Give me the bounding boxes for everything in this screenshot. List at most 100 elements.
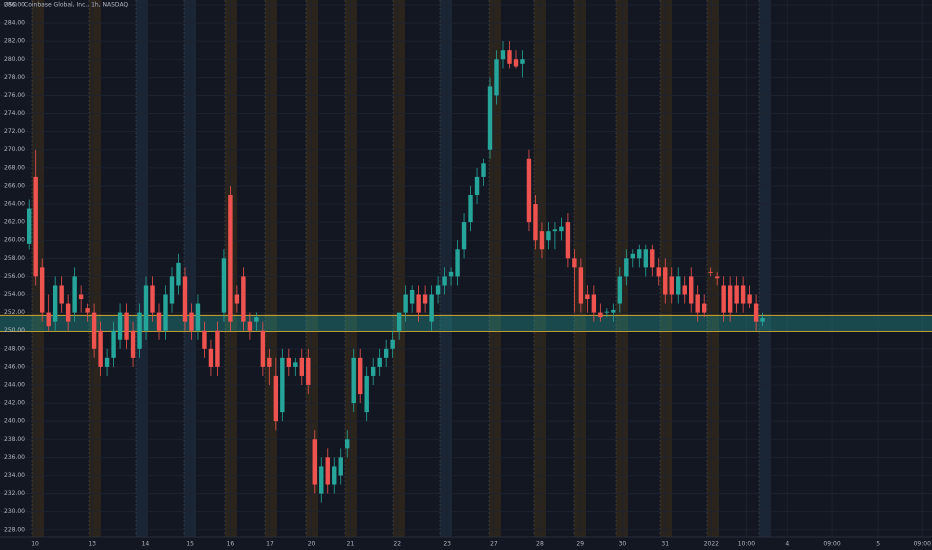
candle-body xyxy=(345,439,350,449)
candle-body xyxy=(351,357,356,404)
candle-body xyxy=(572,258,577,268)
y-tick-label: 264.00 xyxy=(4,201,25,208)
candle-body xyxy=(182,276,188,322)
candle-body xyxy=(286,357,292,367)
x-tick-label: 14 xyxy=(142,541,150,548)
candle-body xyxy=(390,339,395,349)
candle-body xyxy=(358,357,363,395)
candle-body xyxy=(630,253,635,259)
candle-body xyxy=(435,285,441,295)
candle-body xyxy=(637,249,642,259)
candle-body xyxy=(65,303,71,322)
candle-body xyxy=(202,330,207,349)
candle-body xyxy=(130,330,136,358)
y-tick-label: 244.00 xyxy=(4,381,25,388)
candle-body xyxy=(143,285,149,331)
y-tick-label: 266.00 xyxy=(4,182,25,189)
y-tick-label: 240.00 xyxy=(4,418,25,425)
candle-body xyxy=(156,312,162,331)
candle-body xyxy=(85,308,90,313)
candle-body xyxy=(701,303,707,313)
y-tick-label: 254.00 xyxy=(4,291,25,298)
candle-body xyxy=(377,357,382,367)
x-tick-label: 10:00 xyxy=(738,541,755,548)
candle-body xyxy=(91,312,97,349)
session-band xyxy=(440,0,452,537)
candle-body xyxy=(325,457,330,485)
x-tick-label: 2022 xyxy=(704,541,719,548)
candle-body xyxy=(461,222,467,250)
x-tick-label: 28 xyxy=(536,541,544,548)
session-band xyxy=(393,0,405,537)
x-tick-label: 4 xyxy=(785,541,789,548)
y-tick-label: 258.00 xyxy=(4,255,25,262)
candle-body xyxy=(273,375,279,422)
candle-body xyxy=(727,285,733,313)
session-band xyxy=(89,0,101,537)
candle-body xyxy=(604,311,610,313)
candle-body xyxy=(695,294,700,313)
candle-body xyxy=(189,312,194,331)
y-tick-label: 230.00 xyxy=(4,508,25,515)
x-tick-label: 16 xyxy=(227,541,235,548)
candle-body xyxy=(370,366,376,376)
candle-body xyxy=(611,309,616,313)
candle-body xyxy=(650,249,655,268)
candle-body xyxy=(33,176,38,277)
x-tick-label: 30 xyxy=(619,541,627,548)
candle-body xyxy=(27,208,32,244)
candle-body xyxy=(468,194,473,223)
candle-body xyxy=(293,362,298,367)
x-tick-label: 23 xyxy=(443,541,451,548)
candle-body xyxy=(72,276,77,313)
candle-body xyxy=(104,357,110,367)
y-tick-label: 274.00 xyxy=(4,110,25,117)
candle-body xyxy=(98,330,103,367)
y-tick-label: 272.00 xyxy=(4,128,25,135)
y-tick-label: 236.00 xyxy=(4,454,25,461)
candle-body xyxy=(319,466,324,494)
x-tick-label: 27 xyxy=(490,541,498,548)
y-tick-label: 282.00 xyxy=(4,38,25,45)
candle-body xyxy=(215,330,220,367)
candle-body xyxy=(643,249,648,268)
x-tick-label: 22 xyxy=(393,541,401,548)
candle-body xyxy=(208,348,214,367)
candle-body xyxy=(416,294,421,313)
candle-body xyxy=(306,357,311,385)
session-band xyxy=(759,0,771,537)
y-tick-label: 262.00 xyxy=(4,219,25,226)
candle-body xyxy=(247,321,253,331)
candle-body xyxy=(546,231,551,241)
y-tick-label: 242.00 xyxy=(4,400,25,407)
candle-body xyxy=(455,249,460,277)
candle-body xyxy=(260,330,266,367)
candle-body xyxy=(332,466,337,485)
chart-title: Coinbase Global, Inc., 1h, NASDAQ xyxy=(24,2,128,9)
candle-body xyxy=(676,276,681,295)
candle-body xyxy=(448,271,454,277)
y-tick-label: 252.00 xyxy=(4,309,25,316)
x-tick-label: 17 xyxy=(266,541,274,548)
candle-body xyxy=(656,267,661,277)
x-tick-label: 09:00 xyxy=(823,541,840,548)
candle-body xyxy=(474,176,480,195)
candle-body xyxy=(598,312,603,318)
candle-body xyxy=(669,276,674,295)
candle-body xyxy=(169,276,175,304)
candle-body xyxy=(721,285,726,313)
candle-body xyxy=(46,312,51,327)
candle-body xyxy=(734,285,739,304)
x-tick-label: 20 xyxy=(308,541,316,548)
candle-body xyxy=(559,226,564,232)
candle-body xyxy=(539,231,545,250)
candle-body xyxy=(383,348,389,358)
candle-body xyxy=(299,357,304,376)
session-band xyxy=(707,0,719,537)
y-tick-label: 268.00 xyxy=(4,164,25,171)
x-tick-label: 15 xyxy=(186,541,194,548)
candle-body xyxy=(124,312,129,340)
